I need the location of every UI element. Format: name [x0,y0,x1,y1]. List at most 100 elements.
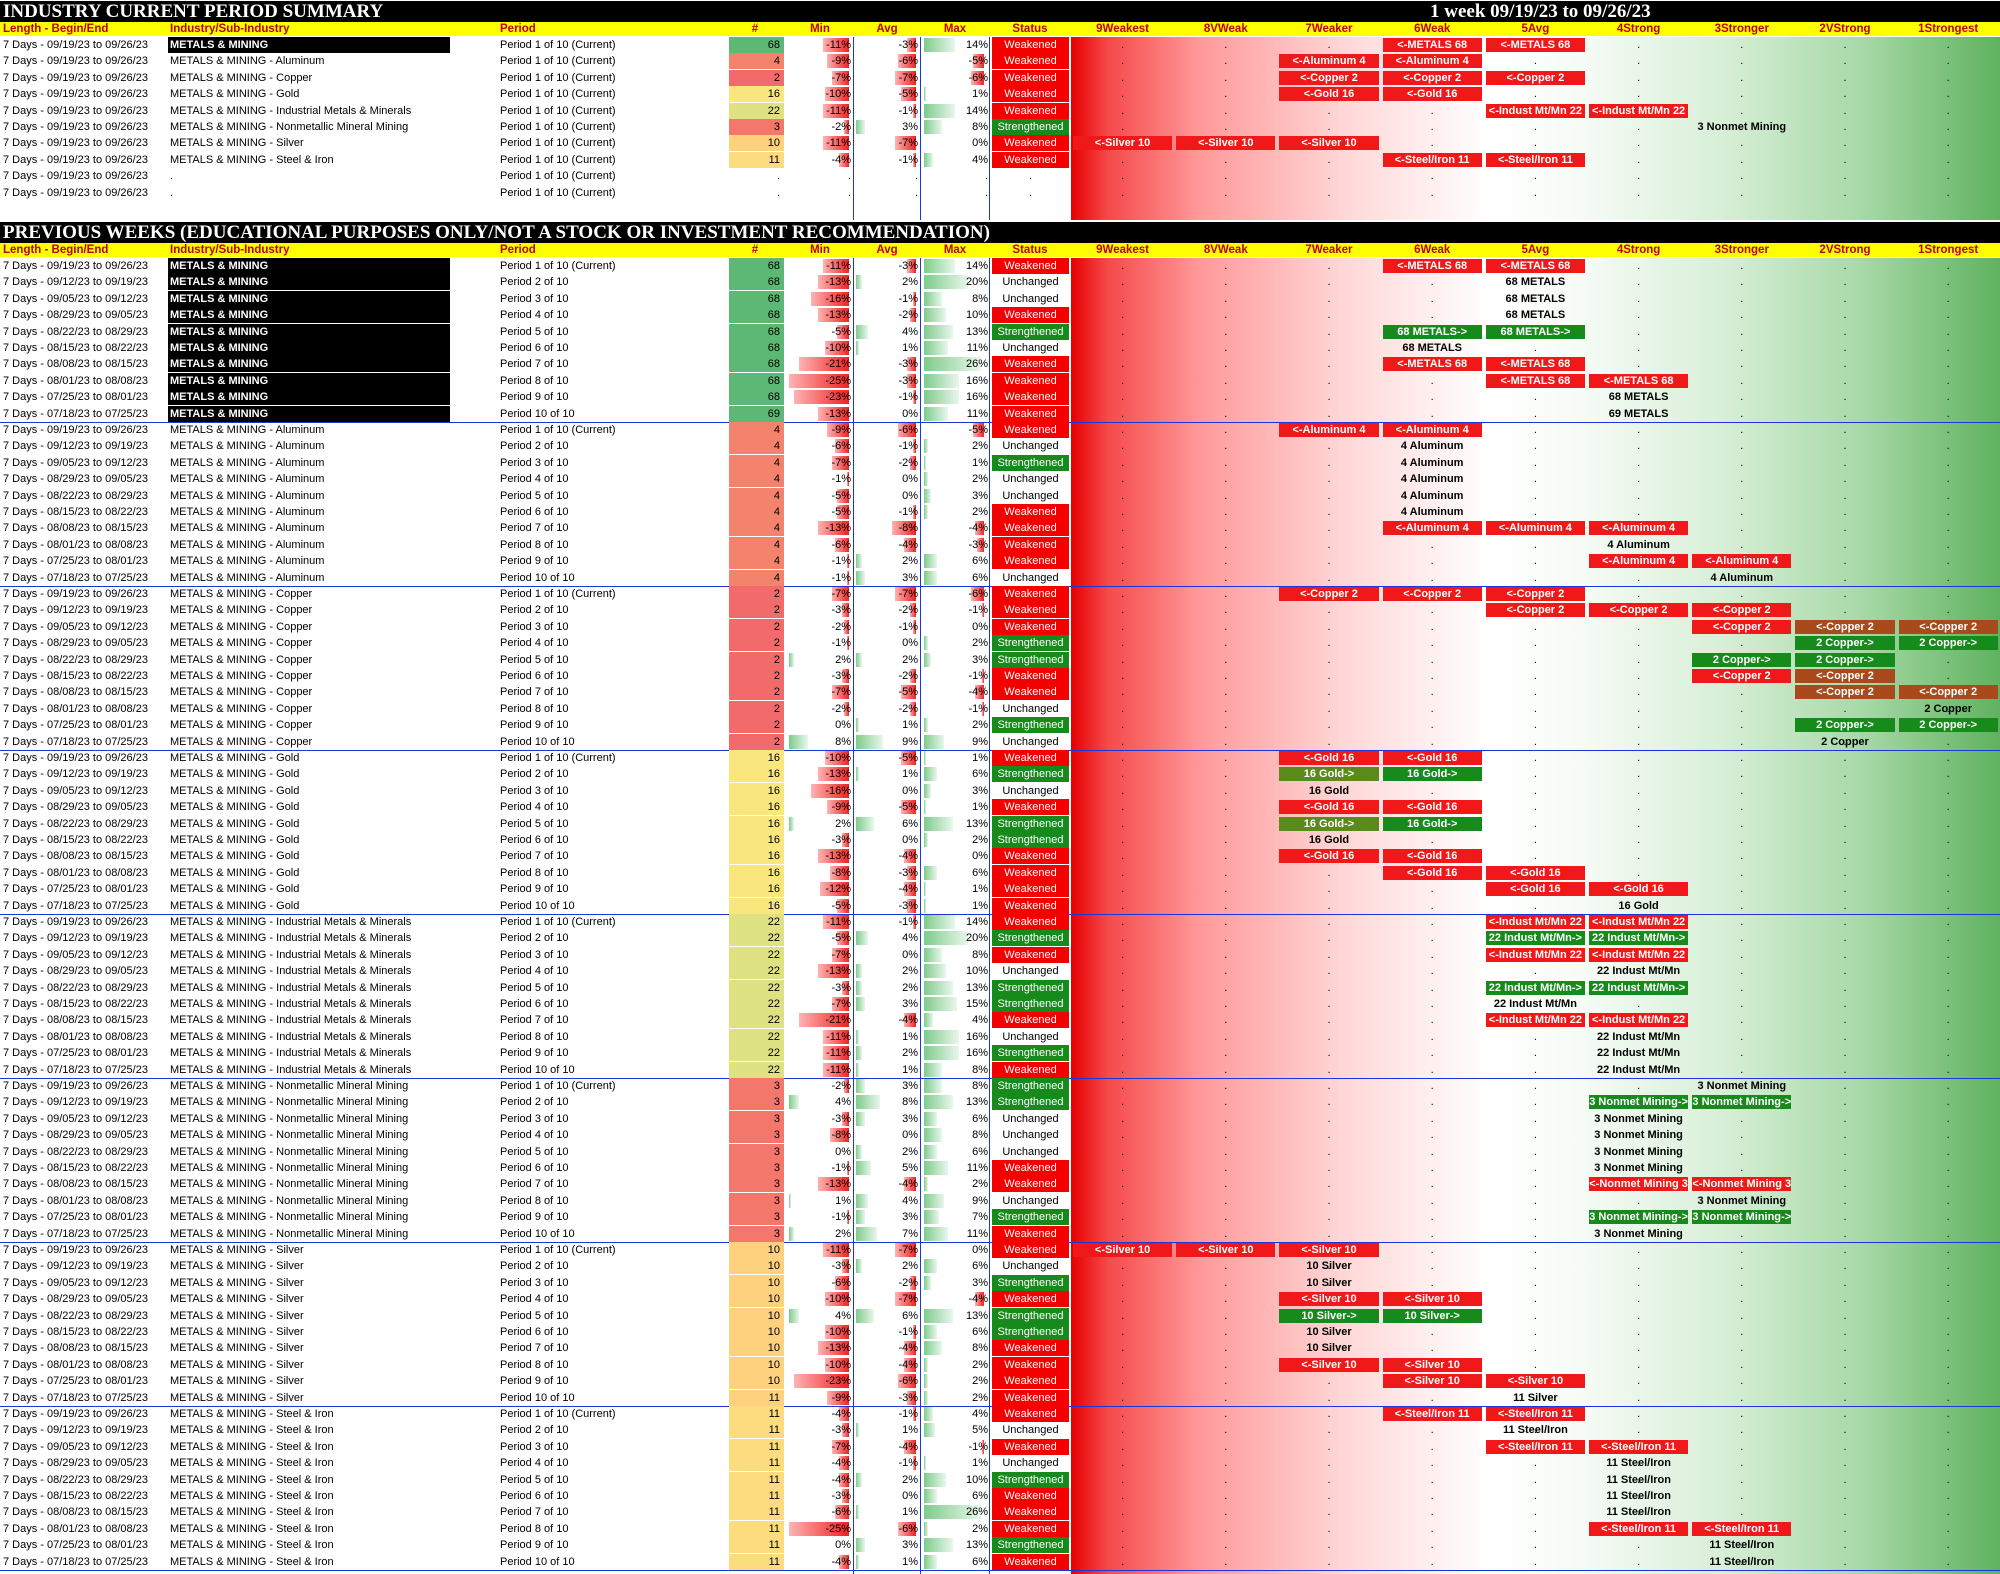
min-cell: -3% [787,1422,853,1438]
grade-dot: . [1946,1473,1950,1486]
grade-dot: . [1946,1178,1950,1191]
max-cell: 1% [922,799,990,815]
avg-cell: -7% [854,1291,920,1307]
grade-dot: . [1121,1522,1125,1535]
max-value: 3% [972,784,988,797]
negative-bar [827,423,849,437]
grade-dot: . [1121,1309,1125,1322]
min-cell: -6% [787,438,853,454]
grade-dot: . [1430,1473,1434,1486]
max-value: -3% [968,538,988,551]
length-cell: 7 Days - 07/25/23 to 08/01/23 [3,719,148,732]
grade-dot: . [1121,1473,1125,1486]
rank-pill: 11 Steel/Iron [1502,1424,1568,1437]
grade-dot: . [1224,1555,1228,1568]
min-cell: -1% [787,1209,853,1225]
max-value: 14% [965,39,988,51]
grade-dot: . [1637,440,1641,453]
min-value: 2% [835,653,851,666]
industry-cell: METALS & MINING [168,37,450,53]
status-cell: Weakened [992,37,1069,53]
length-cell: 7 Days - 09/12/23 to 09/19/23 [3,768,148,781]
status-cell: Unchanged [1002,1030,1059,1043]
length-cell: 7 Days - 09/05/23 to 09/12/23 [3,292,148,305]
header-avg: Avg [876,244,898,256]
grade-dot: . [1946,1129,1950,1142]
grade-dot: . [1637,342,1641,354]
avg-value: -2% [898,456,918,469]
table-row: 7 Days - 09/19/23 to 09/26/23 METALS & MI… [0,914,2000,930]
max-cell: 13% [922,1537,990,1553]
grade-dot: . [1843,292,1847,305]
max-cell: 8% [922,1340,990,1356]
min-cell: -1% [787,635,853,651]
min-value: -3% [831,604,851,617]
length-cell: 7 Days - 07/18/23 to 07/25/23 [3,735,148,748]
count-cell: 22 [729,1028,784,1045]
grade-dot: . [1327,456,1331,469]
count-cell: 3 [729,1110,784,1127]
industry-cell: METALS & MINING [168,323,450,340]
count-cell: 3 [729,119,784,135]
grade-dot: . [1843,571,1847,584]
negative-bar [904,1177,916,1192]
length-cell: 7 Days - 08/08/23 to 08/15/23 [3,1506,148,1519]
grade-dot: . [1121,1178,1125,1191]
industry-cell: METALS & MINING - Gold [170,817,300,830]
avg-value: 6% [902,1309,918,1322]
grade-dot: . [1637,899,1641,912]
count-cell: 2 [729,586,784,602]
max-cell: -1% [922,602,990,618]
grade-dot: . [1843,440,1847,453]
table-row: 7 Days - 08/22/23 to 08/29/23 METALS & MI… [0,487,2000,504]
min-value: 0% [835,1539,851,1552]
positive-bar [924,308,946,323]
grade-dot: . [1533,506,1537,518]
max-cell: 10% [922,1472,990,1488]
grade-dot: . [1327,686,1331,699]
negative-bar [822,915,849,929]
count-cell: 2 [729,717,784,734]
negative-bar [846,472,849,487]
grade-dot: . [1637,55,1641,68]
positive-bar [924,1538,953,1553]
grade-dot: . [1637,588,1641,600]
avg-cell: 2% [854,652,920,668]
grade-dot: . [1637,276,1641,289]
grade-dot: . [1224,186,1228,199]
grade-dot: . [1224,719,1228,732]
grade-dot: . [1224,1440,1228,1453]
max-value: -5% [968,55,988,68]
grade-dot: . [1327,883,1331,896]
rank-pill: 3 Nonmet Mining-> [1589,1095,1689,1110]
count-cell: 22 [729,1012,784,1029]
grade-dot: . [1740,1293,1744,1306]
min-value: -7% [831,686,851,699]
status-cell: Weakened [992,946,1069,963]
min-cell: -13% [787,274,853,290]
avg-cell: -2% [854,455,920,471]
date-range-label: 1 week 09/19/23 to 09/26/23 [1430,1,1651,22]
avg-value: 3% [902,1539,918,1552]
positive-bar [924,980,953,995]
grade-dot: . [1533,653,1537,666]
grade-dot: . [1843,588,1847,600]
positive-bar [924,997,957,1011]
period-cell: Period 2 of 10 [500,1096,569,1109]
column-divider [853,258,854,1574]
grade-dot: . [1637,1063,1641,1076]
header-grade-9weakest: 9Weakest [1096,244,1150,256]
avg-value: 3% [902,1112,918,1125]
rank-pill: <-Steel/Iron 11 [1692,1521,1792,1536]
grade-dot: . [1224,55,1228,68]
period-cell: Period 1 of 10 (Current) [500,55,616,68]
min-value: -12% [825,883,851,896]
avg-value: -3% [898,358,918,371]
min-value: . [847,170,851,183]
max-value: 8% [972,948,988,961]
negative-bar [910,455,916,470]
count-cell: 68 [729,372,784,389]
period-cell: Period 7 of 10 [500,1014,569,1027]
grade-dot: . [1430,186,1434,199]
count-cell: 4 [729,53,784,70]
